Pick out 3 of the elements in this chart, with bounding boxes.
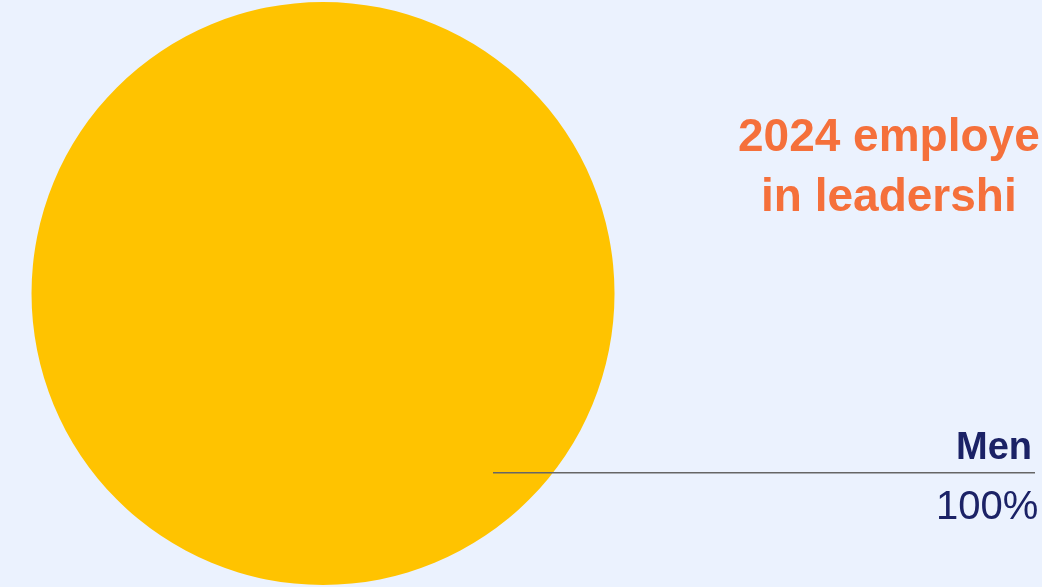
slice-label: Men <box>956 425 1032 467</box>
text: 2024 employe in leadershi <box>738 109 1040 221</box>
data-label: 100% <box>936 483 1039 527</box>
